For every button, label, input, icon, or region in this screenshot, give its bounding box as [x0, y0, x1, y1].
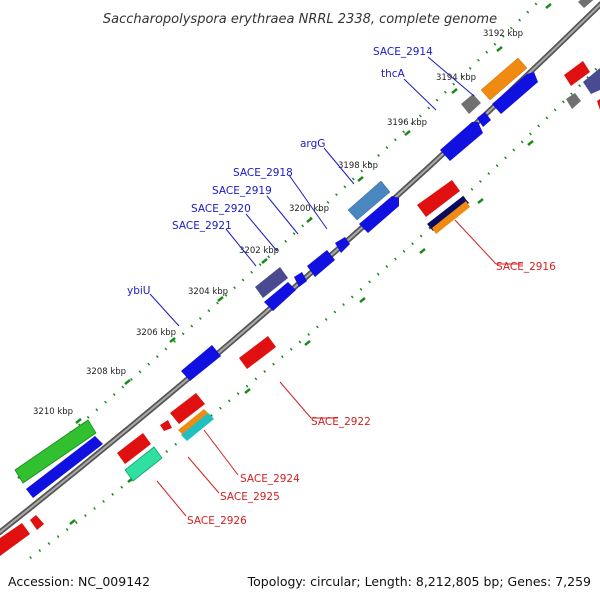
gene-feature[interactable] — [597, 99, 600, 110]
gene-label[interactable]: SACE_2922 — [311, 416, 371, 428]
gene-feature[interactable] — [432, 201, 470, 234]
gene-feature[interactable] — [335, 237, 350, 253]
gene-feature[interactable] — [492, 72, 538, 114]
gene-feature[interactable] — [26, 436, 103, 498]
genome-stats: Topology: circular; Length: 8,212,805 bp… — [247, 574, 591, 589]
tick-label: 3198 kbp — [338, 161, 378, 171]
gene-label[interactable]: SACE_2918 — [233, 167, 293, 179]
inner-tick-ring — [29, 63, 600, 559]
tick-labels: 3192 kbp 3194 kbp 3196 kbp 3198 kbp 3200… — [33, 29, 523, 417]
gene-label[interactable]: SACE_2920 — [191, 203, 251, 215]
tick-label: 3208 kbp — [86, 367, 126, 377]
tick-label: 3196 kbp — [387, 118, 427, 128]
gene-label[interactable]: SACE_2921 — [172, 220, 232, 232]
gene-feature[interactable] — [170, 393, 205, 424]
gene-feature[interactable] — [578, 0, 598, 8]
gene-feature[interactable] — [181, 413, 214, 441]
gene-label[interactable]: argG — [300, 138, 325, 150]
tick-label: 3210 kbp — [33, 407, 73, 417]
gene-feature[interactable] — [427, 196, 469, 231]
gene-label[interactable]: SACE_2919 — [212, 185, 272, 197]
gene-feature[interactable] — [160, 420, 172, 431]
tick-label: 3202 kbp — [239, 246, 279, 256]
gene-feature[interactable] — [359, 196, 399, 233]
gene-feature[interactable] — [264, 282, 296, 311]
tick-label: 3200 kbp — [289, 204, 329, 214]
gene-feature[interactable] — [181, 345, 221, 381]
tick-label: 3204 kbp — [188, 287, 228, 297]
reverse-strand-genes — [0, 61, 600, 556]
gene-feature[interactable] — [307, 250, 335, 277]
gene-feature[interactable] — [14, 419, 97, 484]
gene-feature[interactable] — [417, 180, 460, 217]
gene-feature[interactable] — [461, 94, 481, 114]
gene-feature[interactable] — [255, 267, 288, 298]
gene-feature[interactable] — [124, 446, 163, 482]
gene-feature[interactable] — [0, 523, 30, 556]
forward-strand-genes — [14, 0, 598, 498]
gene-label[interactable]: SACE_2925 — [220, 491, 280, 503]
gene-label[interactable]: SACE_2916 — [496, 261, 556, 273]
gene-feature[interactable] — [239, 336, 276, 369]
tick-label: 3206 kbp — [136, 328, 176, 338]
gene-label[interactable]: thcA — [381, 68, 406, 80]
gene-feature[interactable] — [30, 515, 44, 530]
map-title: Saccharopolyspora erythraea NRRL 2338, c… — [103, 12, 497, 27]
gene-feature[interactable] — [477, 112, 491, 127]
gene-feature[interactable] — [564, 61, 590, 86]
tick-label: 3194 kbp — [436, 73, 476, 83]
gene-feature[interactable] — [583, 68, 600, 94]
gene-feature[interactable] — [566, 93, 581, 109]
gene-feature[interactable] — [178, 409, 210, 436]
outer-tick-ring — [17, 0, 542, 479]
gene-label[interactable]: SACE_2924 — [240, 473, 300, 485]
tick-label: 3192 kbp — [483, 29, 523, 39]
gene-feature[interactable] — [347, 180, 391, 221]
gene-labels: SACE_2914 thcA argG SACE_2918 SACE_2919 … — [127, 46, 556, 527]
label-leaders — [149, 56, 523, 517]
accession-label: Accession: NC_009142 — [8, 574, 150, 589]
gene-label[interactable]: SACE_2926 — [187, 515, 247, 527]
gene-feature[interactable] — [440, 122, 483, 161]
gene-feature[interactable] — [480, 57, 528, 101]
gene-feature[interactable] — [117, 433, 151, 464]
gene-feature[interactable] — [294, 272, 307, 287]
gene-label[interactable]: SACE_2914 — [373, 46, 433, 58]
gene-label[interactable]: ybiU — [127, 285, 150, 297]
